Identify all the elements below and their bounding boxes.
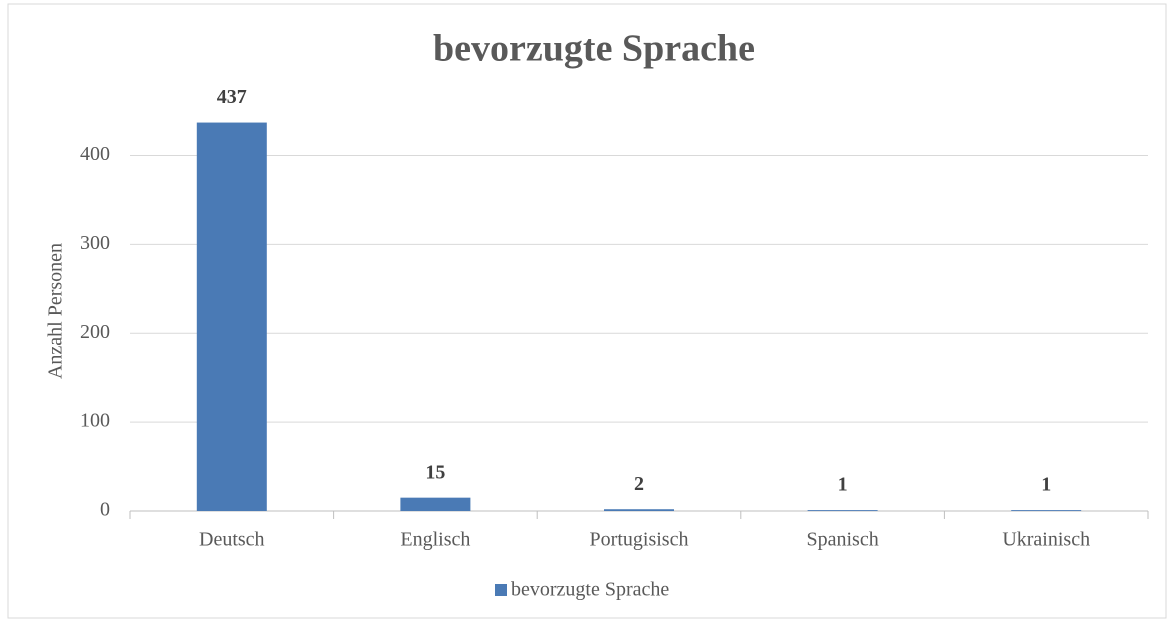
chart-border (7, 3, 1167, 619)
x-tick-label: Deutsch (199, 529, 265, 551)
data-label: 1 (838, 474, 848, 496)
x-tick-label: Ukrainisch (1002, 529, 1090, 551)
data-label: 15 (425, 461, 445, 483)
bar (400, 497, 471, 511)
data-label: 2 (634, 473, 644, 495)
bar (807, 510, 878, 511)
y-tick-label: 400 (80, 143, 110, 165)
data-label: 437 (217, 86, 247, 108)
y-axis-label: Anzahl Personen (45, 243, 67, 379)
x-tick-label: Englisch (400, 529, 470, 551)
y-tick-label: 200 (80, 321, 110, 343)
legend-swatch (495, 584, 507, 596)
chart-title: bevorzugte Sprache (433, 28, 755, 70)
x-tick-label: Spanisch (806, 529, 878, 551)
y-tick-label: 300 (80, 232, 110, 254)
bar (1011, 510, 1082, 511)
y-tick-label: 100 (80, 410, 110, 432)
bar (604, 509, 674, 511)
y-tick-label: 0 (100, 499, 110, 521)
x-tick-label: Portugisisch (590, 529, 689, 551)
bar (196, 122, 267, 512)
data-label: 1 (1041, 474, 1051, 496)
legend-label: bevorzugte Sprache (511, 579, 669, 601)
